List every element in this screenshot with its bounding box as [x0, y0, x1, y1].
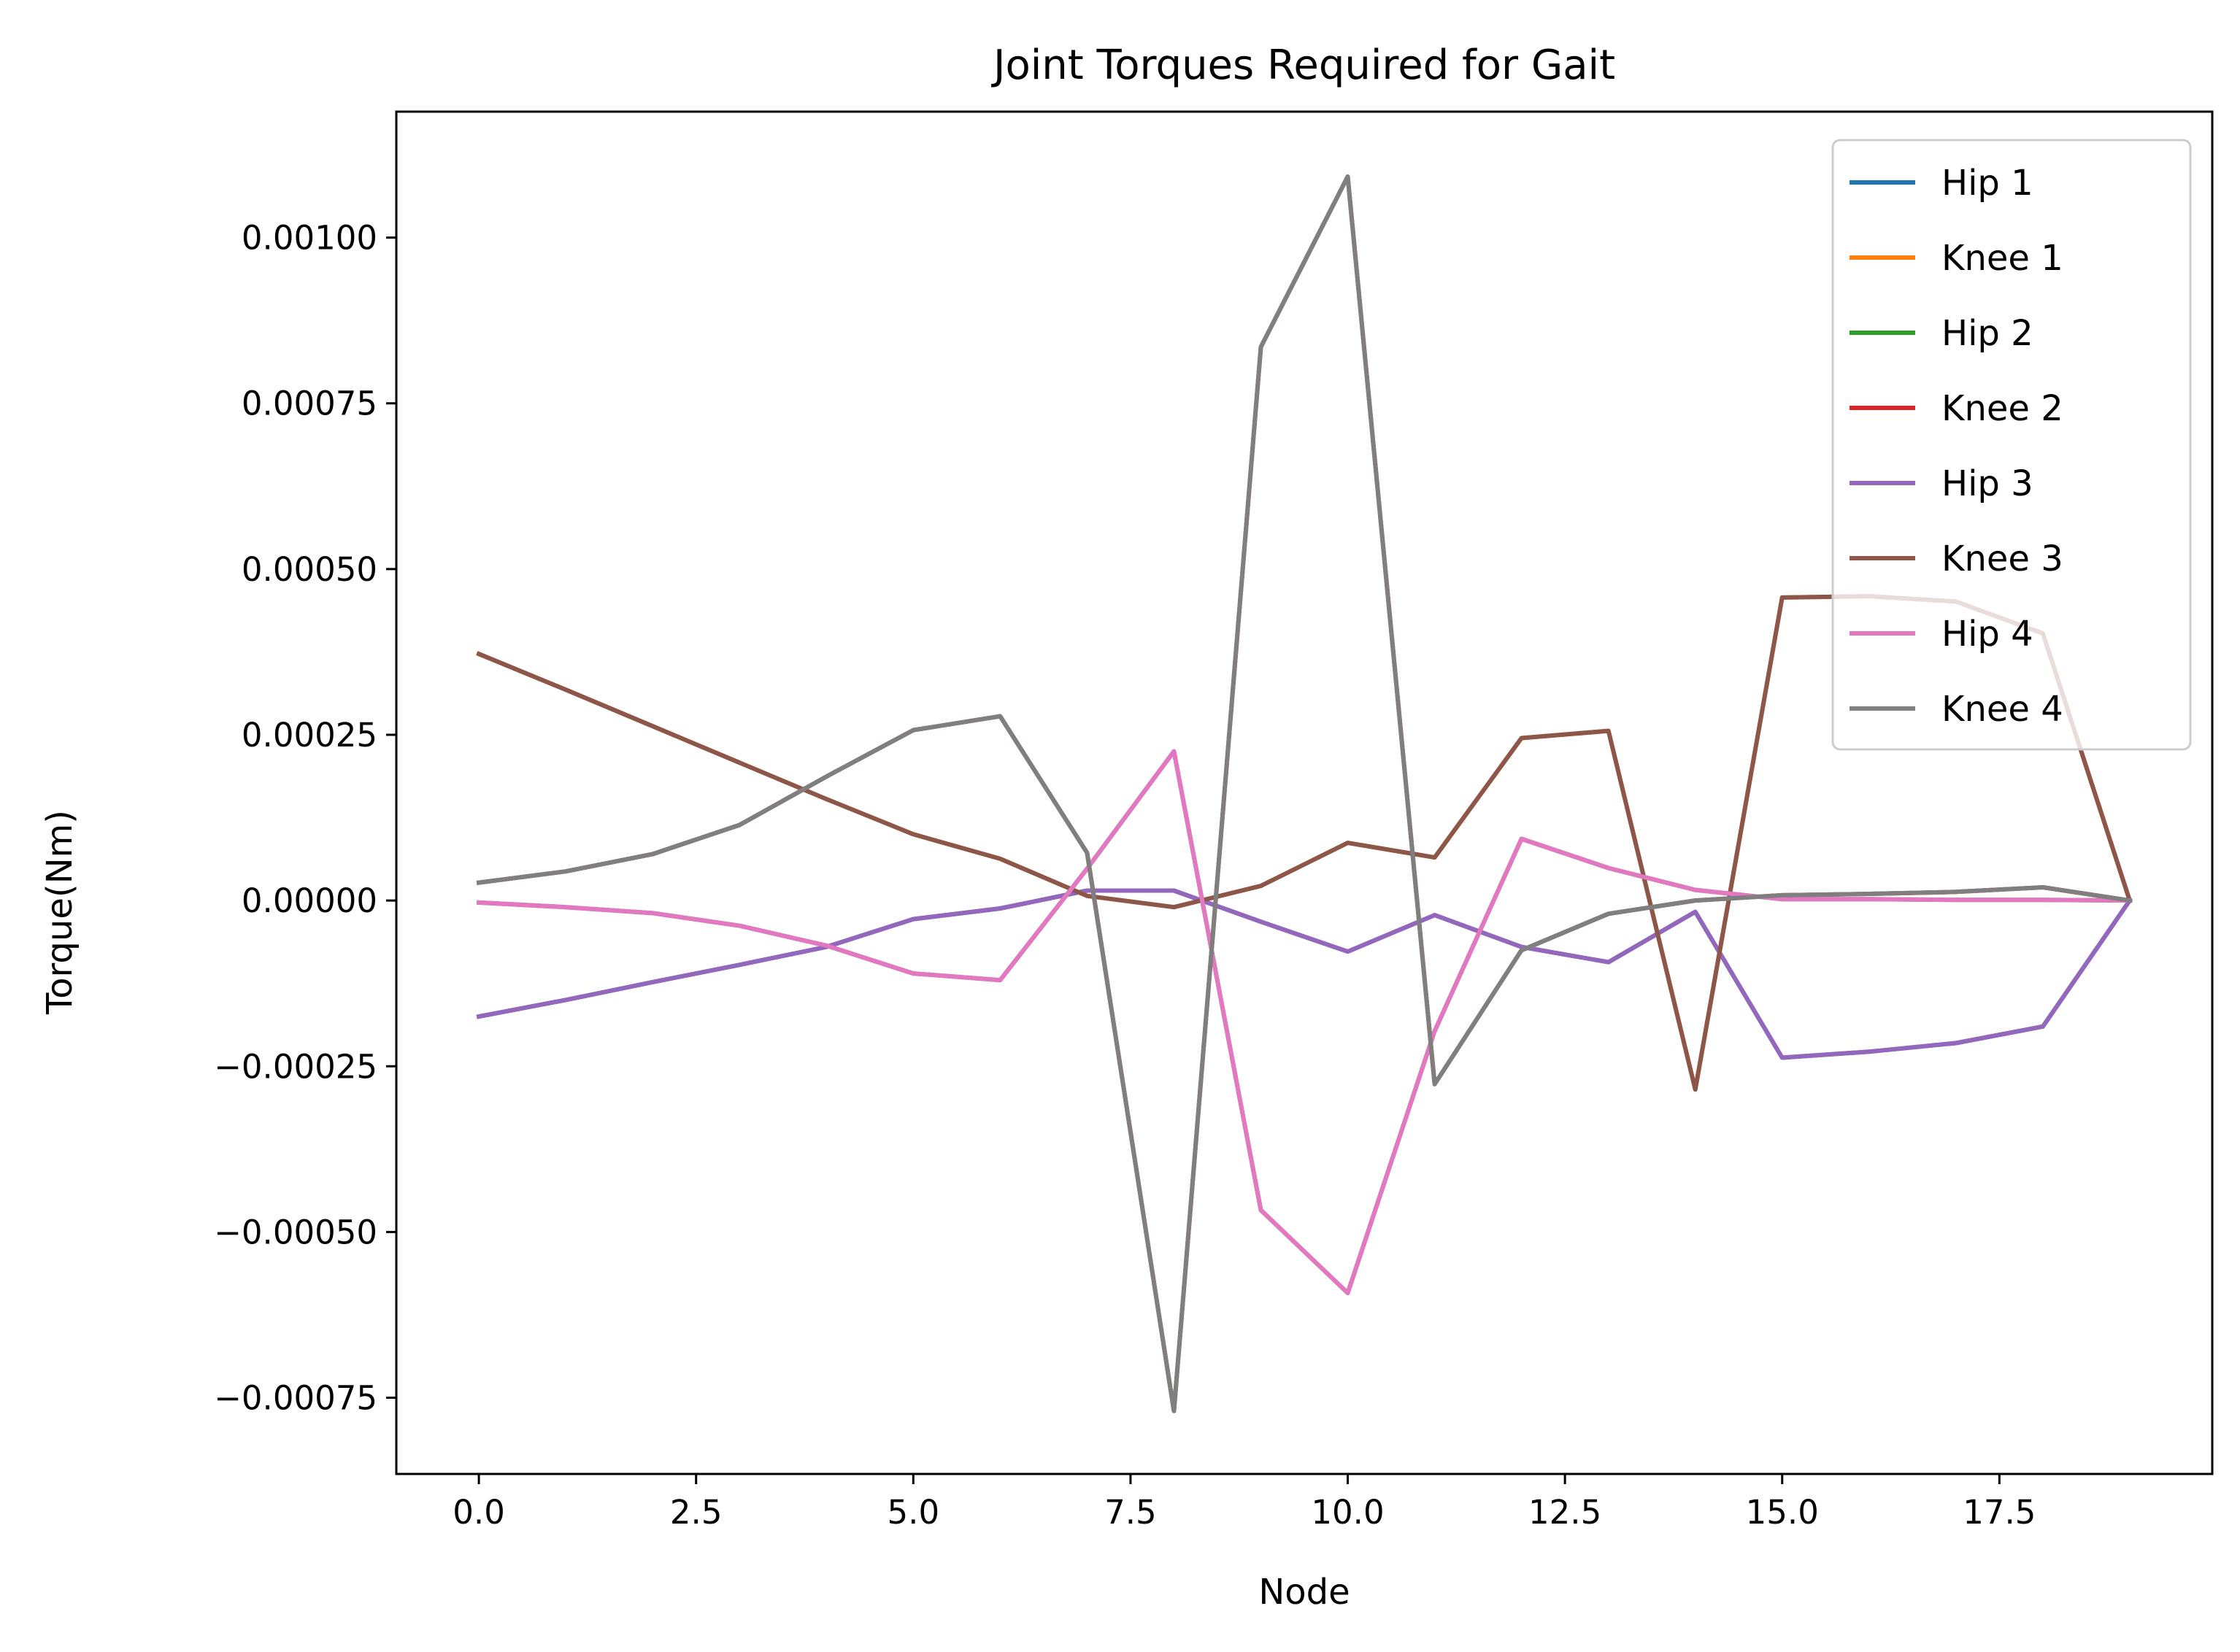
- legend-label: Knee 4: [1941, 689, 2063, 730]
- x-axis-label: Node: [1258, 1572, 1350, 1613]
- y-tick-label: −0.00050: [214, 1213, 377, 1251]
- x-tick-label: 17.5: [1963, 1493, 2036, 1532]
- x-tick-label: 5.0: [888, 1493, 940, 1532]
- y-axis: −0.00075 −0.00050 −0.00025 0.00000 0.00025 0.…: [214, 219, 396, 1418]
- x-tick-label: 15.0: [1746, 1493, 1819, 1532]
- legend-label: Knee 3: [1941, 539, 2063, 579]
- x-tick-label: 12.5: [1528, 1493, 1601, 1532]
- legend-frame: [1831, 139, 2192, 751]
- y-tick-label: −0.00075: [214, 1379, 377, 1418]
- series-line-hip-4: [476, 749, 2132, 1295]
- series-layer: [476, 174, 2133, 1413]
- legend-label: Hip 2: [1941, 313, 2033, 354]
- legend-items: Hip 1 Knee 1 Hip 2 Knee 2 Hip 3 Knee 3 Hip 4 Kn…: [1850, 163, 2063, 730]
- legend-label: Hip 4: [1941, 614, 2033, 655]
- plot-frame: [395, 110, 2214, 1475]
- x-tick-label: 10.0: [1311, 1493, 1384, 1532]
- legend-label: Knee 2: [1941, 388, 2063, 429]
- x-tick-label: 0.0: [453, 1493, 505, 1532]
- legend-label: Knee 1: [1941, 238, 2063, 279]
- y-tick-label: 0.00075: [242, 385, 377, 423]
- legend-label: Hip 1: [1941, 163, 2033, 204]
- x-axis: 0.0 2.5 5.0 7.5 10.0 12.5 15.0 17.5: [453, 1474, 2036, 1532]
- x-tick-label: 7.5: [1104, 1493, 1157, 1532]
- legend-label: Hip 3: [1941, 463, 2033, 504]
- y-tick-label: −0.00025: [214, 1047, 377, 1086]
- y-tick-label: 0.00000: [242, 881, 377, 920]
- y-tick-label: 0.00025: [242, 716, 377, 754]
- series-line-knee-4: [476, 174, 2133, 1413]
- y-tick-label: 0.00050: [242, 550, 377, 589]
- chart-title: Joint Torques Required for Gait: [991, 42, 1615, 89]
- y-axis-label: Torque(Nm): [39, 810, 80, 1015]
- legend: Hip 1 Knee 1 Hip 2 Knee 2 Hip 3 Knee 3 Hip 4 Kn…: [1831, 139, 2192, 751]
- x-tick-label: 2.5: [670, 1493, 723, 1532]
- series-line-hip-3: [476, 888, 2133, 1060]
- y-tick-label: 0.00100: [242, 219, 377, 258]
